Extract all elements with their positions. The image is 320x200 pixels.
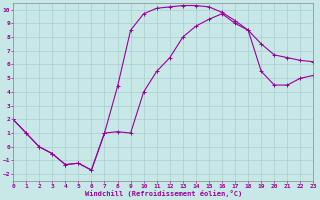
X-axis label: Windchill (Refroidissement éolien,°C): Windchill (Refroidissement éolien,°C) xyxy=(84,190,242,197)
